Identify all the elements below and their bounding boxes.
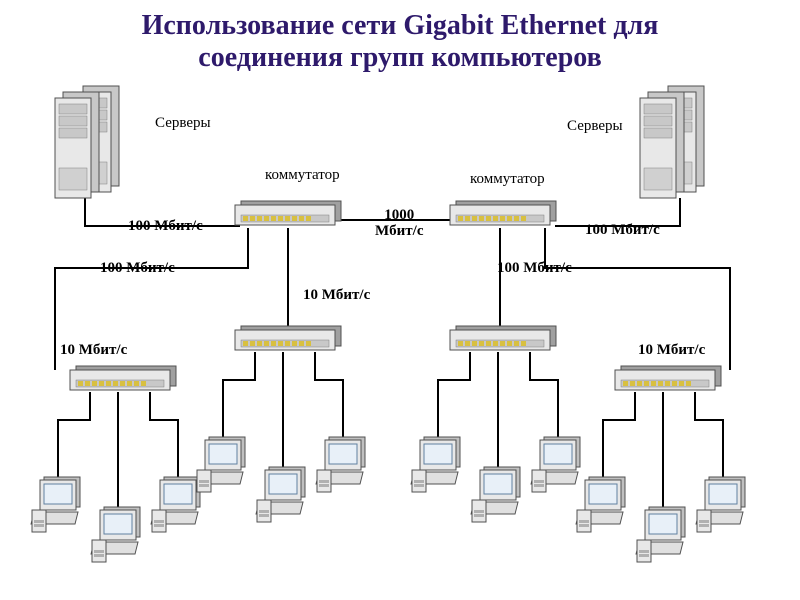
access-switch-0	[70, 366, 176, 390]
pc-group-2	[411, 437, 580, 522]
servers-left	[55, 86, 119, 198]
access-switch-2	[450, 326, 556, 350]
pc-group-0	[31, 477, 200, 562]
access-switch-3	[615, 366, 721, 390]
pc-group-3	[576, 477, 745, 562]
core-switch-left	[235, 201, 341, 225]
page-title: Использование сети Gigabit Ethernet для …	[0, 10, 800, 74]
core-switch-right	[450, 201, 556, 225]
title-line-2: соединения групп компьютеров	[198, 42, 601, 73]
title-line-1: Использование сети Gigabit Ethernet для	[142, 10, 659, 41]
network-diagram	[0, 80, 800, 600]
access-switch-1	[235, 326, 341, 350]
cables	[55, 198, 730, 510]
servers-right	[640, 86, 704, 198]
pc-group-1	[196, 437, 365, 522]
